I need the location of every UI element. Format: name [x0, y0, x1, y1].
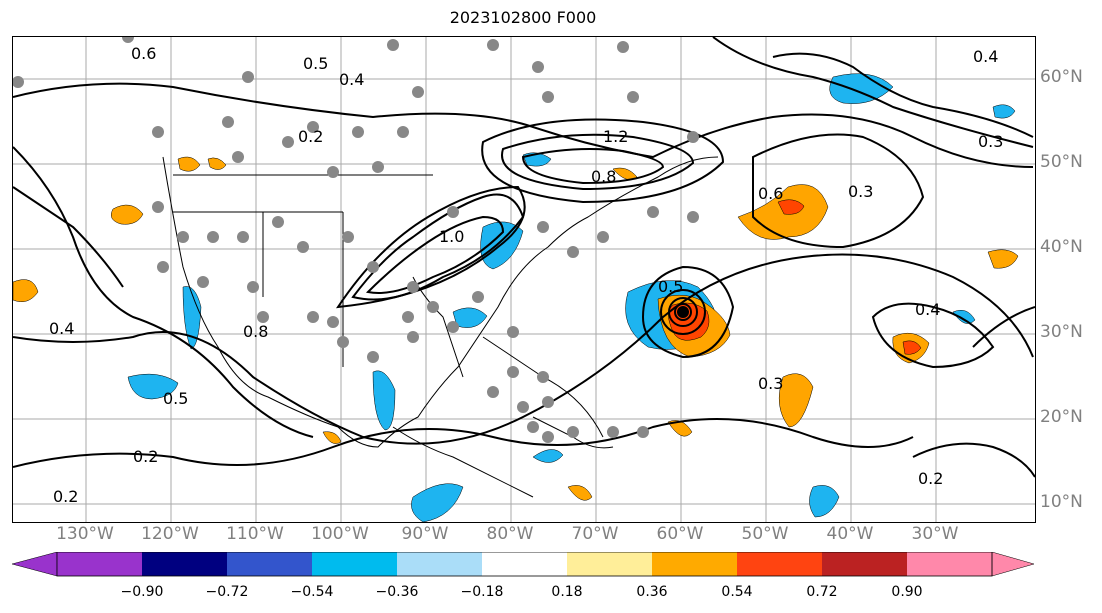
colorbar-tick: 0.90	[891, 584, 923, 600]
colorbar-tick: 0.36	[636, 584, 668, 600]
lon-label: 40°W	[826, 524, 874, 544]
colorbar-segment	[57, 552, 142, 576]
contour-label: 0.5	[658, 277, 683, 296]
lon-label: 50°W	[741, 524, 789, 544]
colorbar-tick: 0.54	[721, 584, 753, 600]
lon-label: 60°W	[656, 524, 704, 544]
contour-label: 0.5	[163, 389, 188, 408]
contour-label: 0.4	[339, 70, 364, 89]
contour-label: 0.3	[978, 132, 1003, 151]
colorbar-segment	[312, 552, 397, 576]
contour-label: 0.5	[303, 54, 328, 73]
colorbar-segment	[737, 552, 822, 576]
cyclone-center-icon	[677, 306, 689, 318]
lat-label: 30°N	[1040, 322, 1083, 342]
contour-label: 0.4	[49, 319, 74, 338]
contour-label: 0.3	[848, 182, 873, 201]
lon-label: 110°W	[226, 524, 284, 544]
lon-label: 130°W	[56, 524, 114, 544]
contour-label: 0.8	[591, 167, 616, 186]
colorbar-tick: 0.18	[551, 584, 583, 600]
lat-label: 10°N	[1040, 492, 1083, 512]
colorbar-segment	[227, 552, 312, 576]
colorbar-segment	[652, 552, 737, 576]
colorbar-tick: 0.72	[806, 584, 838, 600]
contour-label: 0.2	[53, 487, 78, 506]
lon-label: 90°W	[401, 524, 449, 544]
contour-label: 0.4	[915, 300, 940, 319]
colorbar-segment	[397, 552, 482, 576]
contours	[13, 37, 1035, 478]
contour-label: 0.4	[973, 47, 998, 66]
lon-label: 30°W	[911, 524, 959, 544]
contour-label: 1.2	[603, 127, 628, 146]
colorbar-tick: −0.72	[205, 584, 249, 600]
lat-label: 20°N	[1040, 407, 1083, 427]
contour-label-group: 0.6 0.5 0.4 0.2 1.2 1.0 0.8 0.6 0.4 0.3 …	[49, 44, 1003, 506]
colorbar-tick: −0.18	[460, 584, 504, 600]
lon-label: 70°W	[571, 524, 619, 544]
map-panel: 0.6 0.5 0.4 0.2 1.2 1.0 0.8 0.6 0.4 0.3 …	[12, 36, 1036, 523]
colorbar-segment	[142, 552, 227, 576]
contour-label: 0.2	[298, 127, 323, 146]
colorbar	[12, 552, 1035, 577]
lat-label: 40°N	[1040, 237, 1083, 257]
colorbar-segment	[567, 552, 652, 576]
colorbar-tick: −0.36	[375, 584, 419, 600]
colorbar-segment	[822, 552, 907, 576]
gridlines	[13, 37, 1035, 522]
contour-label: 0.8	[243, 322, 268, 341]
station-markers	[13, 37, 699, 443]
contour-label: 0.3	[758, 374, 783, 393]
lon-label: 80°W	[486, 524, 534, 544]
contour-label: 0.6	[758, 184, 783, 203]
contour-label: 0.2	[918, 469, 943, 488]
lat-label: 60°N	[1040, 67, 1083, 87]
colorbar-tick: −0.54	[290, 584, 334, 600]
colorbar-segment	[991, 552, 1035, 577]
colorbar-segment	[12, 552, 58, 577]
colorbar-segment	[907, 552, 992, 576]
contour-label: 0.6	[131, 44, 156, 63]
contour-label: 0.2	[133, 447, 158, 466]
contour-label: 1.0	[439, 227, 464, 246]
lon-label: 120°W	[141, 524, 199, 544]
colorbar-segment	[482, 552, 567, 576]
shaded-anomalies	[13, 73, 1019, 522]
colorbar-tick: −0.90	[120, 584, 164, 600]
map-svg: 0.6 0.5 0.4 0.2 1.2 1.0 0.8 0.6 0.4 0.3 …	[13, 37, 1035, 522]
map-title: 2023102800 F000	[449, 8, 597, 27]
lat-label: 50°N	[1040, 152, 1083, 172]
lon-label: 100°W	[311, 524, 369, 544]
